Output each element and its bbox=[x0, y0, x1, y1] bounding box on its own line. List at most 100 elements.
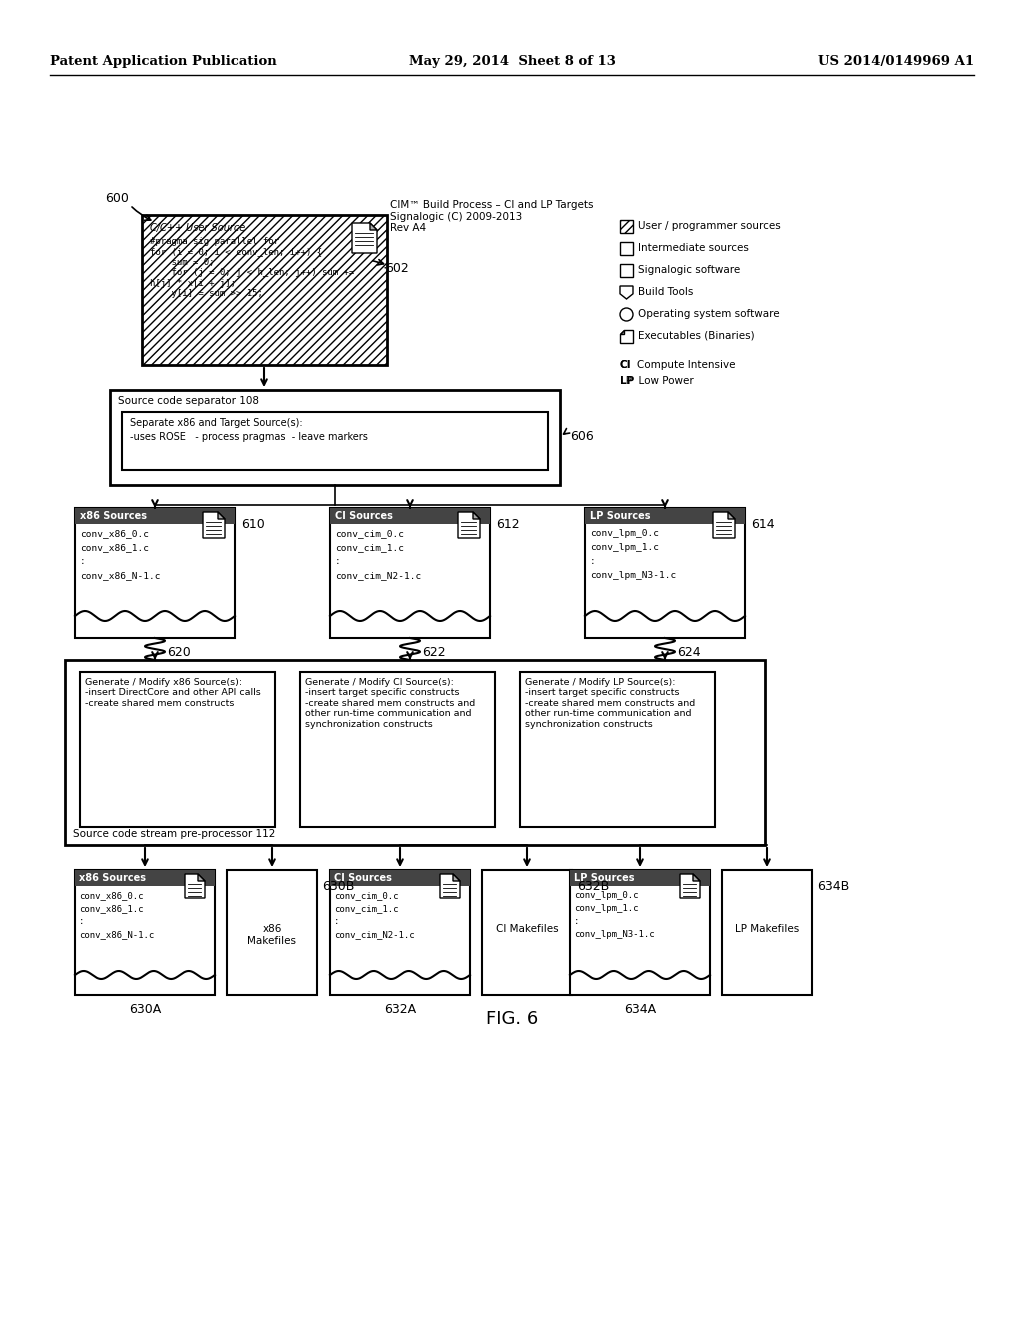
Text: 612: 612 bbox=[496, 517, 519, 531]
Text: CI Sources: CI Sources bbox=[334, 873, 392, 883]
Text: conv_cim_0.c: conv_cim_0.c bbox=[335, 529, 404, 539]
Text: conv_cim_N2-1.c: conv_cim_N2-1.c bbox=[335, 572, 421, 579]
Text: conv_x86_N-1.c: conv_x86_N-1.c bbox=[79, 931, 155, 939]
Bar bbox=[482, 870, 572, 995]
Polygon shape bbox=[620, 330, 624, 334]
Text: 632A: 632A bbox=[384, 1003, 416, 1016]
Text: #pragma sig parallel for
for (i = 0; i < conv_len; i++) {
    sum = 0;
    for (: #pragma sig parallel for for (i = 0; i <… bbox=[150, 238, 354, 298]
Text: x86 Sources: x86 Sources bbox=[80, 511, 147, 521]
Text: LP: LP bbox=[620, 376, 634, 385]
Text: May 29, 2014  Sheet 8 of 13: May 29, 2014 Sheet 8 of 13 bbox=[409, 55, 615, 69]
Text: :: : bbox=[80, 557, 86, 566]
Text: 610: 610 bbox=[241, 517, 265, 531]
Text: 614: 614 bbox=[751, 517, 774, 531]
Text: 600: 600 bbox=[105, 191, 129, 205]
Bar bbox=[300, 672, 495, 828]
Text: x86 Sources: x86 Sources bbox=[79, 873, 146, 883]
Text: Build Tools: Build Tools bbox=[638, 286, 693, 297]
Polygon shape bbox=[203, 512, 225, 539]
Text: conv_x86_0.c: conv_x86_0.c bbox=[80, 529, 150, 539]
Polygon shape bbox=[198, 874, 205, 880]
Polygon shape bbox=[185, 874, 205, 898]
Text: Operating system software: Operating system software bbox=[638, 309, 779, 319]
Text: conv_x86_N-1.c: conv_x86_N-1.c bbox=[80, 572, 161, 579]
Bar bbox=[585, 508, 745, 524]
Polygon shape bbox=[453, 874, 460, 880]
Text: Generate / Modify x86 Source(s):
-insert DirectCore and other API calls
-create : Generate / Modify x86 Source(s): -insert… bbox=[85, 678, 261, 708]
Polygon shape bbox=[218, 512, 225, 519]
Polygon shape bbox=[728, 512, 735, 519]
Text: 620: 620 bbox=[167, 645, 190, 659]
Text: conv_lpm_0.c: conv_lpm_0.c bbox=[574, 891, 639, 900]
Text: conv_cim_N2-1.c: conv_cim_N2-1.c bbox=[334, 931, 415, 939]
Text: Signalogic software: Signalogic software bbox=[638, 265, 740, 275]
Text: conv_lpm_0.c: conv_lpm_0.c bbox=[590, 529, 659, 539]
Text: Executables (Binaries): Executables (Binaries) bbox=[638, 331, 755, 341]
Polygon shape bbox=[370, 223, 377, 230]
Polygon shape bbox=[620, 330, 633, 343]
Text: conv_lpm_N3-1.c: conv_lpm_N3-1.c bbox=[574, 931, 654, 939]
Text: FIG. 6: FIG. 6 bbox=[485, 1010, 539, 1028]
Text: LP Sources: LP Sources bbox=[590, 511, 650, 521]
Bar bbox=[570, 870, 710, 886]
Text: :: : bbox=[79, 917, 84, 927]
Text: :: : bbox=[590, 557, 596, 566]
Text: Separate x86 and Target Source(s):: Separate x86 and Target Source(s): bbox=[130, 418, 303, 428]
Text: CI: CI bbox=[620, 360, 632, 370]
Bar bbox=[75, 508, 234, 524]
Bar bbox=[65, 660, 765, 845]
Text: :: : bbox=[335, 557, 341, 566]
Bar bbox=[722, 870, 812, 995]
Bar bbox=[620, 220, 633, 234]
Text: 606: 606 bbox=[570, 430, 594, 444]
Text: 634B: 634B bbox=[817, 880, 849, 894]
Text: 622: 622 bbox=[422, 645, 445, 659]
Bar bbox=[142, 215, 387, 366]
Bar bbox=[330, 870, 470, 886]
Text: CI Makefiles: CI Makefiles bbox=[496, 924, 558, 935]
Polygon shape bbox=[440, 874, 460, 898]
Text: conv_lpm_N3-1.c: conv_lpm_N3-1.c bbox=[590, 572, 676, 579]
Text: 634A: 634A bbox=[624, 1003, 656, 1016]
Text: Patent Application Publication: Patent Application Publication bbox=[50, 55, 276, 69]
Text: Source code separator 108: Source code separator 108 bbox=[118, 396, 259, 407]
Text: x86
Makefiles: x86 Makefiles bbox=[248, 924, 297, 946]
Text: -uses ROSE   - process pragmas  - leave markers: -uses ROSE - process pragmas - leave mar… bbox=[130, 432, 368, 442]
Text: US 2014/0149969 A1: US 2014/0149969 A1 bbox=[818, 55, 974, 69]
Bar bbox=[620, 264, 633, 277]
Polygon shape bbox=[680, 874, 700, 898]
Text: CIM™ Build Process – CI and LP Targets
Signalogic (C) 2009-2013
Rev A4: CIM™ Build Process – CI and LP Targets S… bbox=[390, 201, 594, 234]
Bar bbox=[122, 412, 548, 470]
Text: Intermediate sources: Intermediate sources bbox=[638, 243, 749, 253]
Bar bbox=[75, 870, 215, 886]
Text: conv_cim_1.c: conv_cim_1.c bbox=[335, 543, 404, 552]
Bar bbox=[620, 242, 633, 255]
Text: Generate / Modify CI Source(s):
-insert target specific constructs
-create share: Generate / Modify CI Source(s): -insert … bbox=[305, 678, 475, 729]
Text: conv_lpm_1.c: conv_lpm_1.c bbox=[590, 543, 659, 552]
Polygon shape bbox=[458, 512, 480, 539]
Polygon shape bbox=[473, 512, 480, 519]
Bar bbox=[110, 389, 560, 484]
Text: LP Sources: LP Sources bbox=[574, 873, 635, 883]
Text: conv_x86_1.c: conv_x86_1.c bbox=[80, 543, 150, 552]
Bar bbox=[75, 870, 215, 995]
Text: LP  Low Power: LP Low Power bbox=[620, 376, 693, 385]
Polygon shape bbox=[620, 286, 633, 300]
Bar bbox=[227, 870, 317, 995]
Text: CI  Compute Intensive: CI Compute Intensive bbox=[620, 360, 735, 370]
Bar bbox=[585, 508, 745, 638]
Text: C/C++ User Source: C/C++ User Source bbox=[150, 223, 246, 234]
Text: 624: 624 bbox=[677, 645, 700, 659]
Text: conv_cim_1.c: conv_cim_1.c bbox=[334, 904, 398, 913]
Text: CI Sources: CI Sources bbox=[335, 511, 393, 521]
Text: LP Makefiles: LP Makefiles bbox=[735, 924, 799, 935]
Bar bbox=[80, 672, 275, 828]
Text: 630A: 630A bbox=[129, 1003, 161, 1016]
Bar bbox=[520, 672, 715, 828]
Polygon shape bbox=[693, 874, 700, 880]
Bar bbox=[330, 870, 470, 995]
Bar bbox=[75, 508, 234, 638]
Text: conv_cim_0.c: conv_cim_0.c bbox=[334, 891, 398, 900]
Text: 630B: 630B bbox=[322, 880, 354, 894]
Circle shape bbox=[620, 308, 633, 321]
